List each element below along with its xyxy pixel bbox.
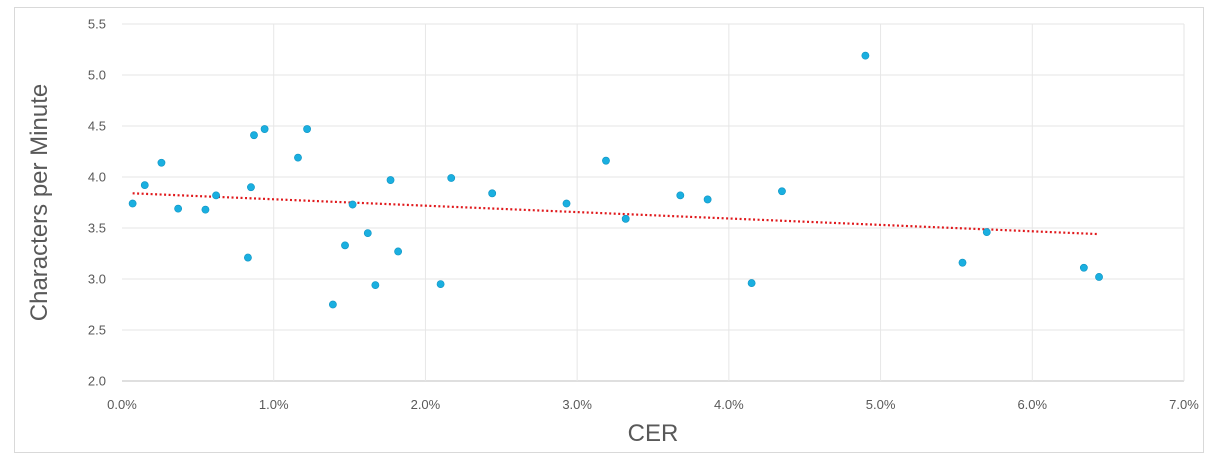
x-tick-label: 5.0% (866, 397, 896, 412)
data-point (140, 181, 149, 190)
data-point (982, 228, 991, 236)
x-tick-label: 6.0% (1017, 397, 1047, 412)
x-tick-label: 3.0% (562, 397, 592, 412)
x-tick-label: 2.0% (411, 397, 441, 412)
x-tick-label: 4.0% (714, 397, 744, 412)
data-point (294, 153, 302, 162)
data-point (371, 281, 380, 290)
y-tick-labels: 2.0 2.5 3.0 3.5 4.0 4.5 5.0 5.5 (88, 17, 106, 389)
trendline (132, 192, 1100, 236)
x-tick-label: 1.0% (259, 397, 289, 412)
data-point (778, 187, 786, 196)
data-point (260, 125, 269, 133)
y-tick-label: 4.5 (88, 119, 106, 134)
y-tick-label: 4.0 (88, 170, 106, 185)
data-point (1079, 263, 1088, 272)
data-point (602, 156, 610, 165)
data-point (341, 241, 349, 250)
data-points (128, 51, 1103, 309)
data-point (363, 229, 372, 237)
data-point (212, 191, 220, 200)
data-point (958, 258, 967, 267)
data-point (394, 247, 403, 256)
data-point (747, 279, 756, 287)
y-tick-label: 5.5 (88, 17, 106, 32)
data-point (703, 195, 712, 204)
x-tick-label: 7.0% (1169, 397, 1199, 412)
y-tick-label: 2.0 (88, 374, 106, 389)
data-point (244, 253, 252, 262)
data-point (303, 125, 311, 133)
data-point (386, 176, 395, 184)
data-point (447, 174, 456, 182)
data-point (201, 205, 210, 214)
data-point (250, 131, 258, 140)
data-point (247, 183, 255, 192)
data-point (488, 189, 497, 198)
data-point (348, 200, 357, 209)
gridlines (122, 23, 1185, 382)
data-point (621, 214, 630, 223)
data-point (174, 204, 183, 213)
data-point (861, 51, 870, 60)
trendline-layer (132, 192, 1100, 236)
y-tick-label: 3.5 (88, 221, 106, 236)
data-point (436, 280, 445, 288)
data-point (1095, 273, 1103, 281)
x-axis-title: CER (628, 420, 679, 447)
y-tick-label: 5.0 (88, 68, 106, 83)
y-tick-label: 2.5 (88, 323, 106, 338)
data-point (157, 158, 166, 167)
data-point (676, 191, 685, 200)
data-point (128, 199, 137, 208)
x-tick-labels: 0.0% 1.0% 2.0% 3.0% 4.0% 5.0% 6.0% 7.0% (107, 397, 1199, 412)
data-point (328, 300, 337, 309)
x-tick-label: 0.0% (107, 397, 137, 412)
y-axis-title: Characters per Minute (26, 84, 53, 321)
y-tick-label: 3.0 (88, 272, 106, 287)
data-point (562, 199, 571, 208)
